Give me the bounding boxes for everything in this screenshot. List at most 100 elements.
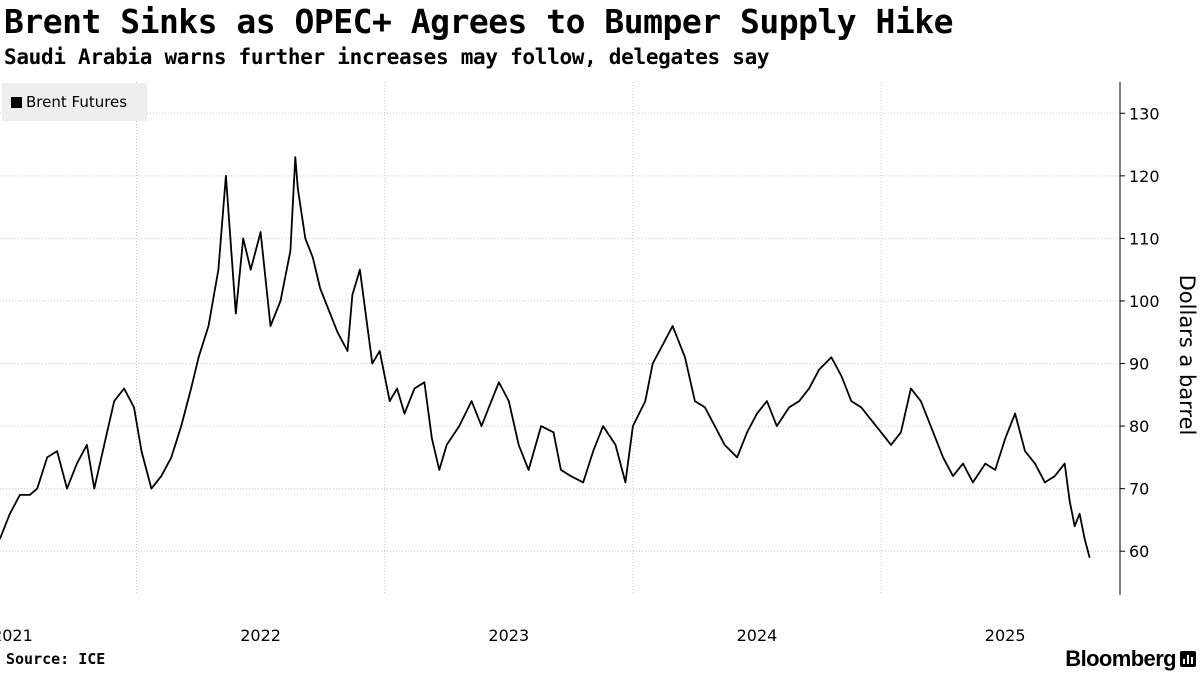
data-point [304,237,306,240]
data-point [217,269,220,271]
legend: Brent Futures [2,83,147,121]
data-point [235,312,237,315]
data-point [225,175,227,177]
data-point [86,444,88,446]
x-tick-label: 2023 [488,626,529,645]
data-point [250,269,252,271]
data-point [312,256,314,258]
x-tick-label: 2024 [737,626,778,645]
data-point [1054,475,1056,477]
x-tick-label: 2025 [985,626,1026,645]
data-point [259,231,262,233]
data-point [766,400,768,402]
data-point [207,325,210,327]
data-point [1069,500,1071,502]
data-point [704,406,706,408]
data-point [113,400,115,402]
y-tick-label: 70 [1129,480,1149,499]
data-point [614,444,617,446]
data-point [319,287,321,290]
y-axis-title: Dollars a barrel [1175,275,1199,436]
data-point [552,431,555,433]
data-point [624,481,627,483]
series-layer [0,156,1091,559]
data-point [528,469,530,471]
data-point [860,406,862,408]
data-point [644,400,646,402]
data-point [830,356,833,358]
data-point [0,538,1,540]
data-point [133,406,135,408]
data-point [1083,538,1086,540]
data-point [180,425,182,427]
data-point [76,463,78,465]
data-point [850,400,852,402]
data-point [498,381,500,383]
data-point [972,481,974,483]
data-point [150,488,152,490]
data-point [19,494,21,496]
data-point [798,400,800,402]
data-point [880,431,882,433]
data-point [694,400,696,402]
data-point [840,375,842,377]
data-point [1044,481,1046,483]
x-tick-label: 2021 [0,626,33,645]
data-point [197,356,200,358]
data-point [366,325,368,327]
data-point [336,331,339,333]
data-point [632,425,634,427]
brand-text: Bloomberg [1065,646,1176,671]
chart-title: Brent Sinks as OPEC+ Agrees to Bumper Su… [4,2,954,41]
source-note: Source: ICE [6,650,106,668]
data-point [359,269,361,271]
data-point [297,187,299,189]
data-point [1034,463,1036,465]
data-point [371,362,373,365]
data-point [1088,556,1091,559]
data-point [140,450,143,452]
data-point [962,463,964,465]
data-point [776,425,778,427]
data-point [36,488,38,490]
y-tick-label: 60 [1129,542,1149,561]
y-tick-label: 130 [1129,104,1160,123]
data-point [602,425,604,427]
y-axis: 60 70 80 90 100 110 120 130 [1119,82,1160,595]
data-point [379,350,381,352]
data-point [1079,513,1081,515]
data-point [29,494,31,496]
data-point [190,387,192,390]
data-point [66,488,68,490]
data-point [540,425,542,427]
data-point [294,156,296,158]
data-point [746,431,748,433]
data-point [289,250,291,252]
data-point [93,488,95,490]
data-point [910,387,912,390]
data-point [170,456,172,458]
y-tick-label: 80 [1129,417,1149,436]
data-point [269,325,272,327]
data-point [592,450,594,452]
chart-subtitle: Saudi Arabia warns further increases may… [4,45,770,69]
y-tick-label: 110 [1129,229,1160,248]
data-point [423,381,426,383]
data-point [808,387,810,390]
data-point [890,444,892,446]
data-point [582,481,584,483]
data-point [446,444,448,446]
data-point [1014,412,1016,415]
y-tick-label: 90 [1129,355,1149,374]
data-point [329,312,331,315]
y-tick-label: 120 [1129,167,1160,186]
data-point [1074,525,1076,527]
data-point [684,356,686,358]
data-point [508,400,510,402]
gridlines [0,82,1120,595]
data-point [994,469,996,471]
data-point [103,444,105,446]
data-point [788,406,790,408]
data-point [470,400,473,402]
